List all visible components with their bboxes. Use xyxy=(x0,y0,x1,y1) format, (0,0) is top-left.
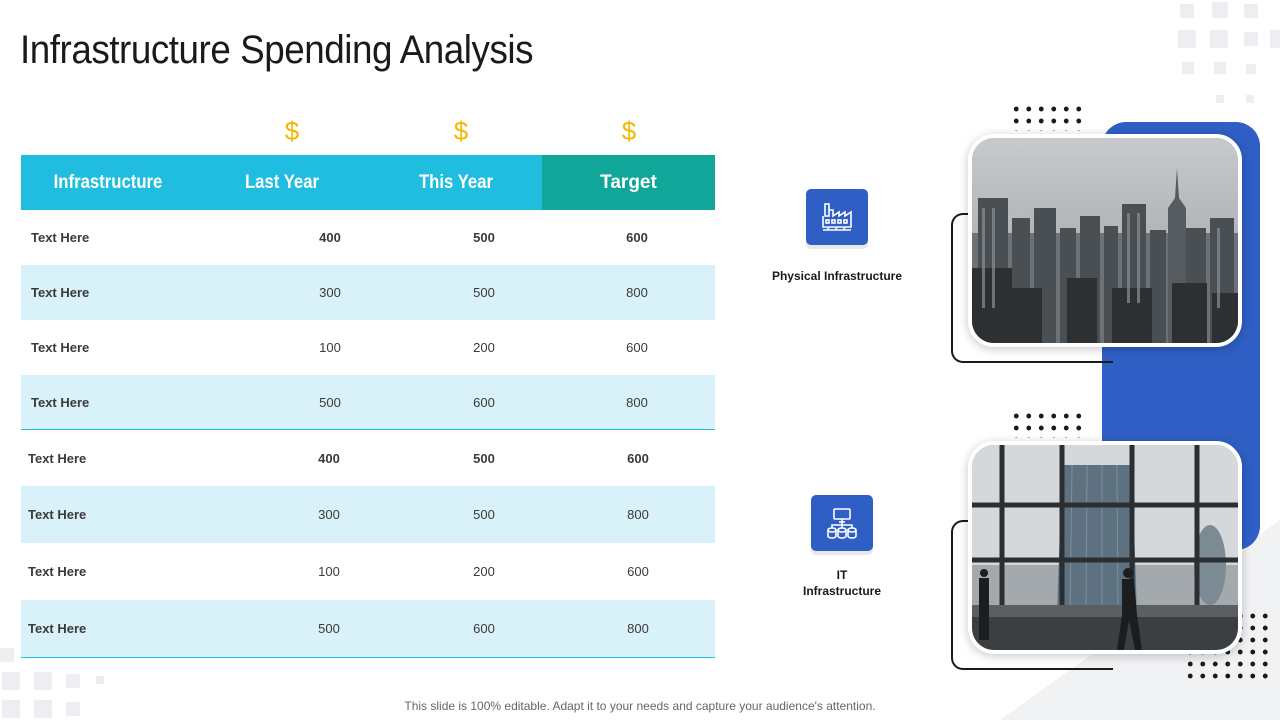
row-this-year: 600 xyxy=(473,394,495,410)
dot-grid-middle xyxy=(1010,410,1086,438)
row-this-year: 500 xyxy=(473,450,495,466)
dollar-icon: $ xyxy=(453,116,469,146)
row-name: Text Here xyxy=(31,394,90,410)
header-this-year: This Year xyxy=(418,172,494,193)
row-this-year: 500 xyxy=(473,507,495,522)
header-target: Target xyxy=(542,155,715,210)
physical-infrastructure-label: Physical Infrastructure xyxy=(771,269,903,283)
row-last-year: 500 xyxy=(318,621,340,636)
row-name: Text Here xyxy=(28,621,87,636)
row-this-year: 200 xyxy=(473,340,495,355)
spending-table: Infrastructure Last Year Spending This Y… xyxy=(21,155,715,658)
table-row: Text Here 100 200 600 xyxy=(21,543,715,600)
table-row: Text Here 100 200 600 xyxy=(21,320,715,375)
page-title: Infrastructure Spending Analysis xyxy=(20,28,534,72)
table-row: Text Here 500 600 800 xyxy=(21,375,715,430)
row-last-year: 500 xyxy=(319,394,341,410)
footer-note: This slide is 100% editable. Adapt it to… xyxy=(404,699,876,713)
row-target: 800 xyxy=(627,507,649,522)
it-infrastructure-label: IT Infrastructure xyxy=(772,567,912,599)
row-name: Text Here xyxy=(28,564,87,579)
it-label-line1: IT xyxy=(836,568,848,582)
row-last-year: 400 xyxy=(318,450,340,466)
header-infrastructure: Infrastructure xyxy=(53,172,163,193)
header-last-year: Last Year Spending xyxy=(243,172,321,248)
row-last-year: 300 xyxy=(319,285,341,300)
table-row: Text Here 300 500 800 xyxy=(21,486,715,543)
row-target: 800 xyxy=(626,394,648,410)
city-skyline-photo xyxy=(968,134,1242,347)
dollar-icon: $ xyxy=(284,116,300,146)
it-label-line2: Infrastructure xyxy=(802,584,882,598)
dollar-icon: $ xyxy=(621,116,637,146)
table-header: Infrastructure Last Year Spending This Y… xyxy=(21,155,715,248)
row-name: Text Here xyxy=(31,340,90,355)
row-target: 600 xyxy=(626,340,648,355)
factory-icon xyxy=(806,189,868,245)
row-target: 600 xyxy=(627,564,649,579)
row-this-year: 600 xyxy=(473,621,495,636)
dot-grid-top xyxy=(1010,103,1086,131)
row-name: Text Here xyxy=(31,230,90,245)
row-name: Text Here xyxy=(28,450,87,466)
office-window-photo xyxy=(968,441,1242,654)
row-this-year: 500 xyxy=(473,285,495,300)
row-target: 800 xyxy=(627,621,649,636)
table-row: Text Here 300 500 800 xyxy=(21,265,715,320)
row-last-year: 100 xyxy=(319,340,341,355)
row-name: Text Here xyxy=(31,285,90,300)
row-last-year: 400 xyxy=(319,230,341,245)
row-last-year: 100 xyxy=(318,564,340,579)
row-target: 800 xyxy=(626,285,648,300)
row-target: 600 xyxy=(627,450,649,466)
row-this-year: 200 xyxy=(473,564,495,579)
network-icon xyxy=(811,495,873,551)
row-name: Text Here xyxy=(28,507,87,522)
row-this-year: 500 xyxy=(473,230,495,245)
table-row: Text Here 400 500 600 xyxy=(21,210,715,265)
table-row: Text Here 500 600 800 xyxy=(21,600,715,658)
table-row: Text Here 400 500 600 xyxy=(21,430,715,486)
row-last-year: 300 xyxy=(318,507,340,522)
row-target: 600 xyxy=(626,230,648,245)
